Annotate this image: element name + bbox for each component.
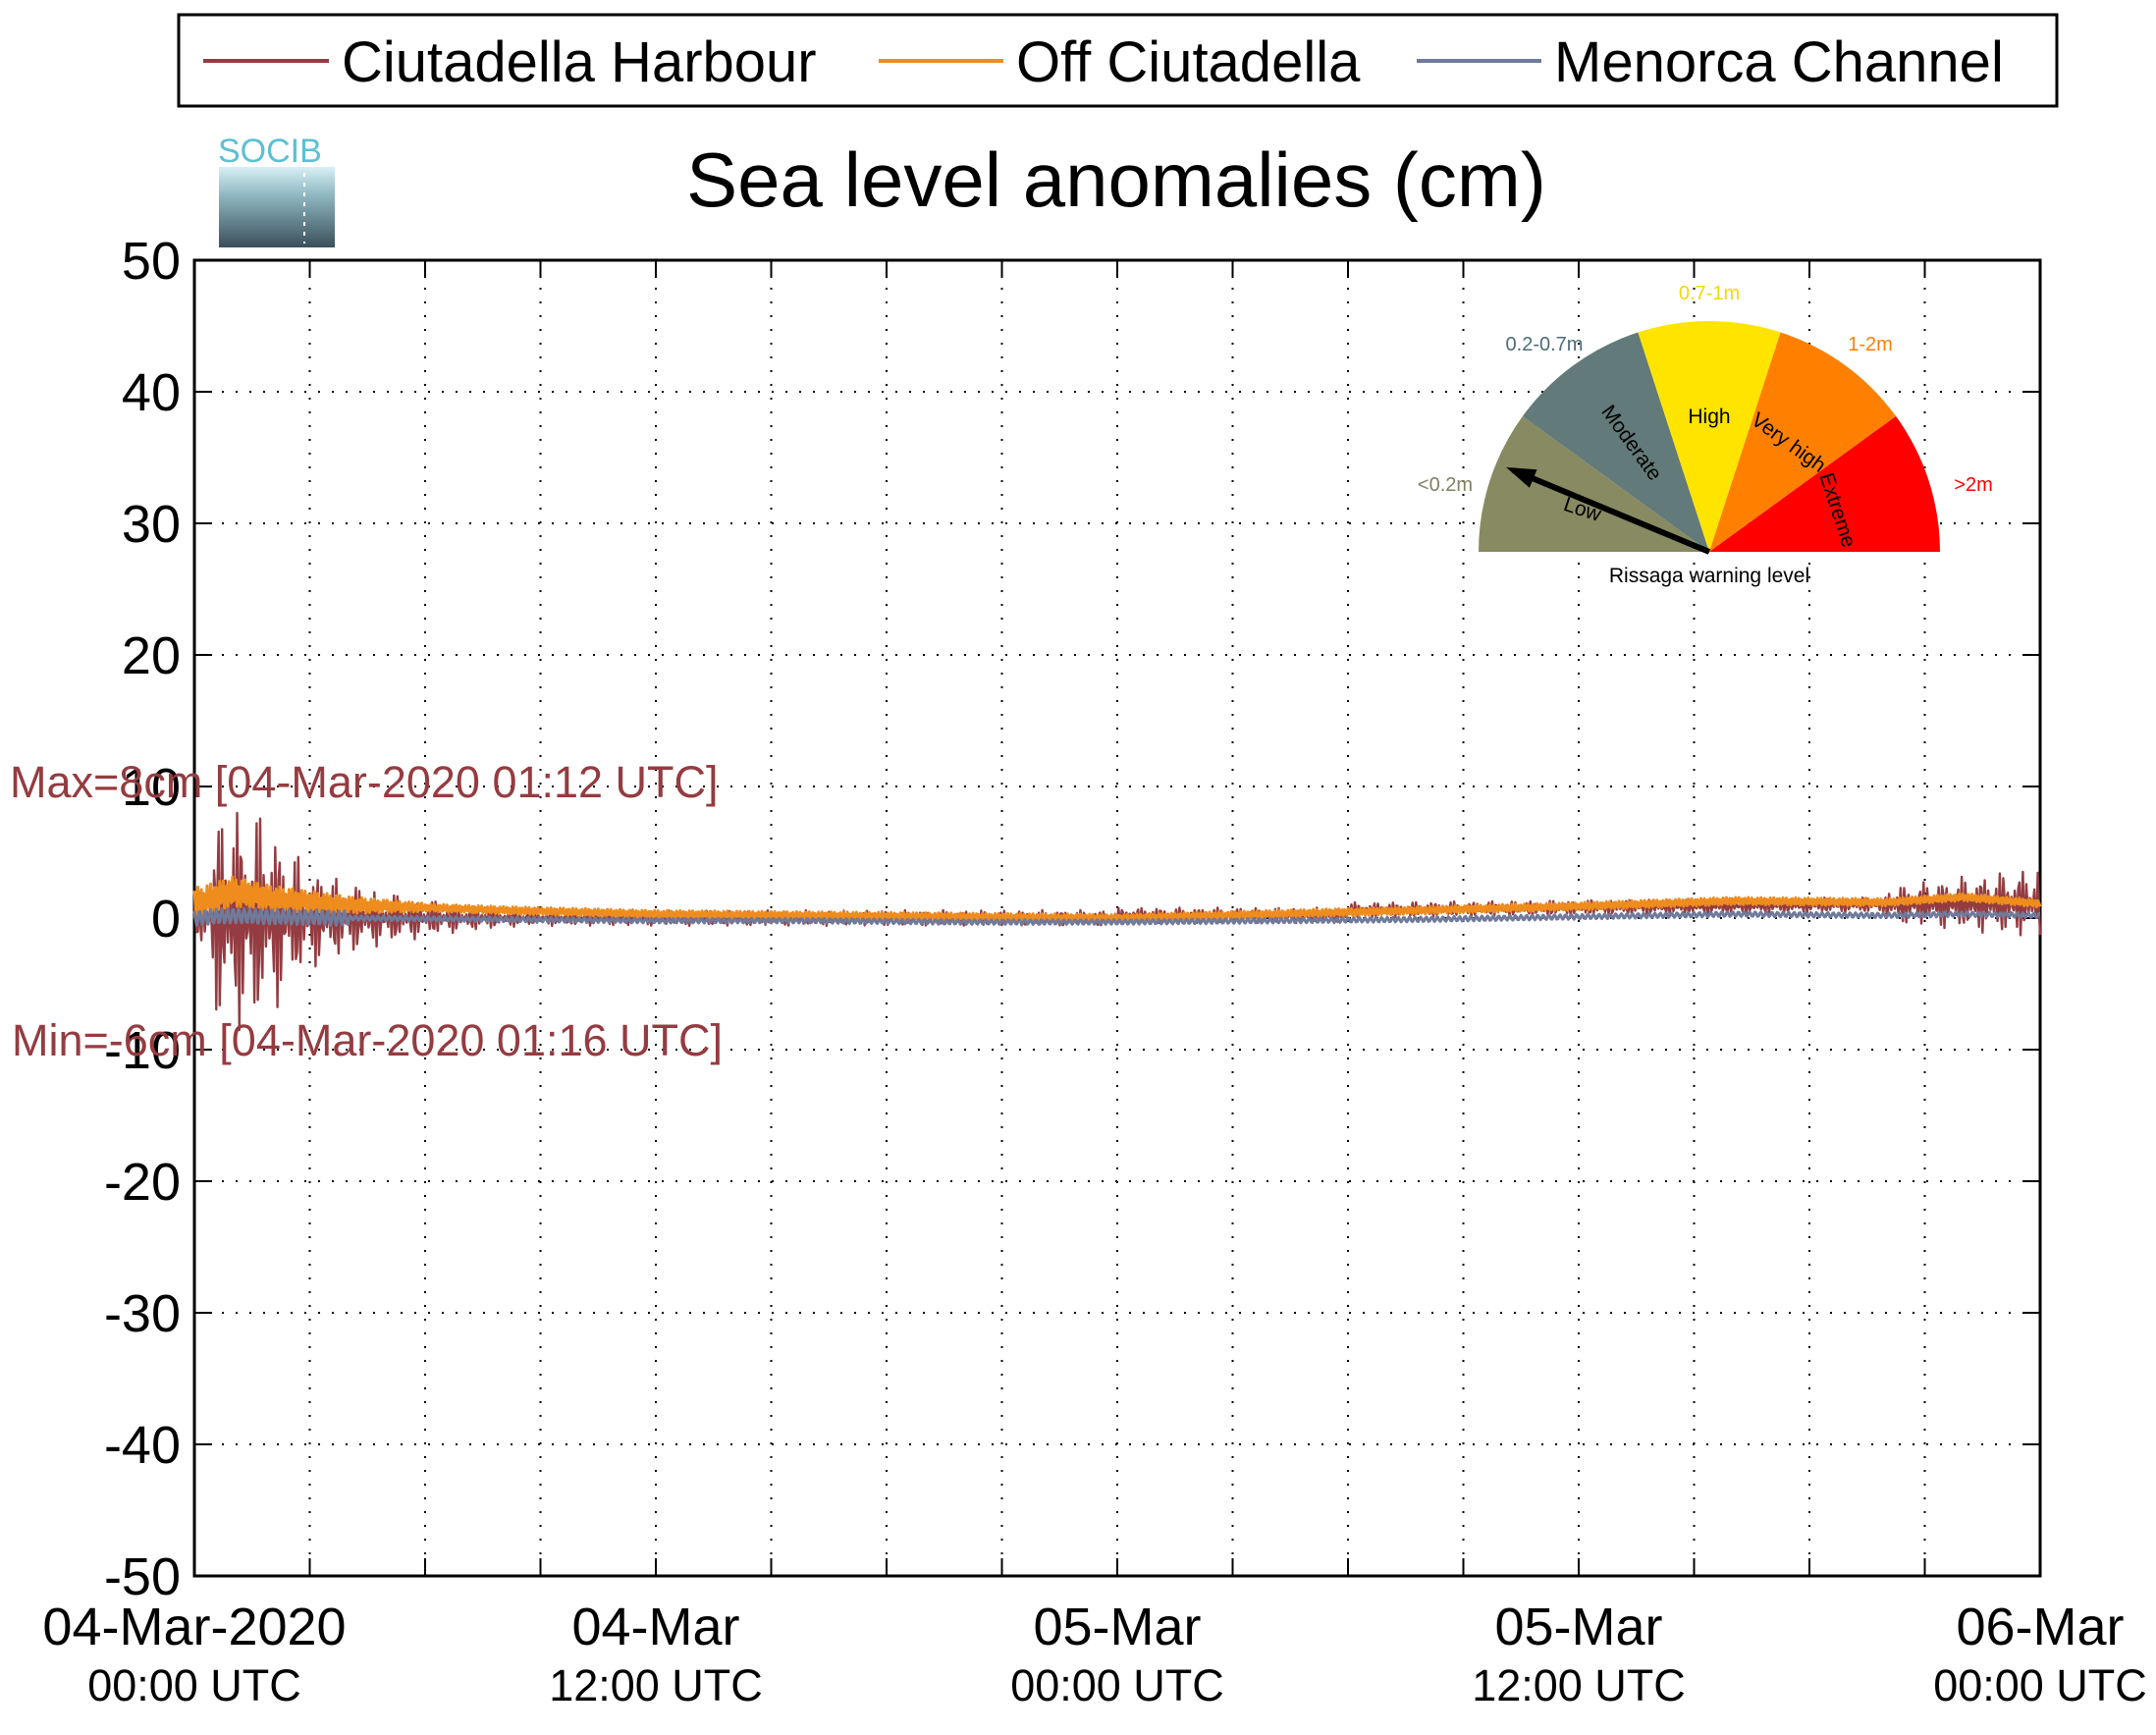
y-tick-label: -50 [104, 1547, 181, 1606]
x-tick-label-time: 00:00 UTC [1010, 1660, 1224, 1710]
gauge-segment-label: High [1688, 406, 1730, 428]
gauge-needle [1512, 467, 1711, 555]
gauge-segment-moderate [1522, 332, 1709, 552]
y-tick-labels: 50 40 30 20 10 0 -10 -20 -30 -40 -50 [104, 232, 181, 1606]
chart-title: Sea level anomalies (cm) [686, 136, 1546, 223]
y-tick-label: 50 [122, 232, 181, 291]
y-tick-label: 10 [122, 758, 181, 817]
gauge-segment-high [1638, 321, 1781, 552]
gauge-range-label: <0.2m [1418, 474, 1473, 496]
x-tick-marks [308, 260, 1926, 1576]
y-tick-label: -10 [104, 1021, 181, 1080]
gauge-caption: Rissaga warning level [1609, 565, 1809, 587]
x-tick-label-date: 05-Mar [1494, 1598, 1662, 1656]
gauge-segment-very-high [1709, 332, 1897, 552]
y-tick-label: -20 [104, 1153, 181, 1212]
x-tick-label-date: 06-Mar [1956, 1598, 2124, 1656]
logo-text: SOCIB [218, 133, 322, 170]
min-annotation: Min=-6cm [04-Mar-2020 01:16 UTC] [12, 1015, 723, 1065]
series-line-menorca-channel [192, 906, 2041, 927]
y-tick-label: 20 [122, 626, 181, 685]
gauge-range-label: 0.2-0.7m [1506, 334, 1584, 355]
legend-label-ciutadella-harbour: Ciutadella Harbour [342, 30, 817, 94]
legend-label-off-ciutadella: Off Ciutadella [1016, 30, 1361, 94]
series-line-off-ciutadella [192, 875, 2042, 924]
y-tick-label: 40 [122, 363, 181, 422]
y-tick-label: -30 [104, 1284, 181, 1343]
legend-box [177, 13, 2059, 108]
legend-label-menorca-channel: Menorca Channel [1554, 30, 2004, 94]
x-tick-label-date: 04-Mar [571, 1598, 739, 1656]
gauge-range-label: 1-2m [1848, 334, 1893, 355]
x-tick-label-time: 12:00 UTC [1472, 1660, 1686, 1710]
x-tick-label-date: 04-Mar-2020 [42, 1598, 346, 1656]
gauge-needle-arrowhead [1506, 466, 1537, 488]
y-tick-label: -40 [104, 1416, 181, 1475]
y-tick-label: 30 [122, 495, 181, 554]
y-tick-label: 0 [151, 890, 181, 949]
socib-logo: SOCIB [218, 133, 335, 247]
gauge-segment-low [1479, 415, 1709, 552]
gauge-range-label: 0.7-1m [1679, 283, 1740, 304]
gauge-segment-extreme [1709, 415, 1940, 552]
x-tick-label-time: 12:00 UTC [549, 1660, 763, 1710]
legend: Ciutadella Harbour Off Ciutadella Menorc… [177, 13, 2059, 108]
x-tick-label-time: 00:00 UTC [1933, 1660, 2147, 1710]
x-tick-label-date: 05-Mar [1033, 1598, 1201, 1656]
logo-graphic [219, 167, 335, 247]
gauge-range-label: >2m [1954, 474, 1992, 496]
series-lines [192, 811, 2042, 1032]
max-annotation: Max=8cm [04-Mar-2020 01:12 UTC] [10, 757, 719, 807]
x-tick-label-time: 00:00 UTC [87, 1660, 301, 1710]
